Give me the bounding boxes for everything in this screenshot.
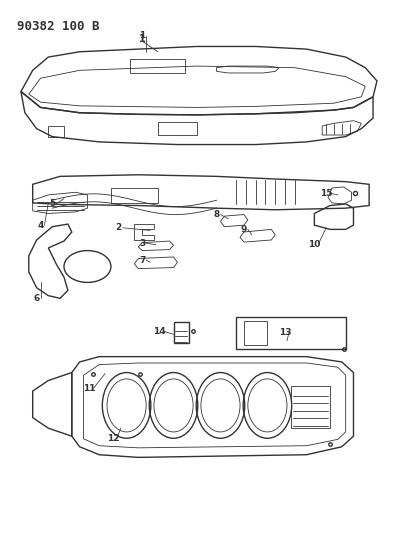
Text: 11: 11 (83, 384, 96, 393)
Bar (173, 322, 189, 343)
Text: 10: 10 (308, 240, 321, 249)
Text: 9: 9 (241, 225, 247, 234)
Bar (130, 59, 185, 74)
Text: 3: 3 (139, 239, 145, 248)
Bar (244, 321, 268, 345)
Text: 15: 15 (320, 189, 333, 198)
Bar (291, 386, 330, 428)
Text: 13: 13 (279, 328, 291, 337)
Text: 14: 14 (154, 327, 166, 336)
Text: 12: 12 (107, 434, 119, 443)
Bar (236, 317, 346, 349)
Text: 90382 100 B: 90382 100 B (17, 20, 100, 33)
Text: 5: 5 (49, 199, 56, 208)
Bar (48, 126, 64, 136)
Text: 1: 1 (139, 34, 146, 44)
Text: 4: 4 (37, 221, 44, 230)
Bar (111, 188, 158, 203)
Bar (158, 122, 197, 135)
Text: 2: 2 (115, 223, 122, 232)
Text: 1: 1 (139, 31, 145, 41)
Text: 8: 8 (214, 210, 220, 219)
Text: 6: 6 (33, 294, 40, 303)
Text: 7: 7 (139, 256, 145, 265)
